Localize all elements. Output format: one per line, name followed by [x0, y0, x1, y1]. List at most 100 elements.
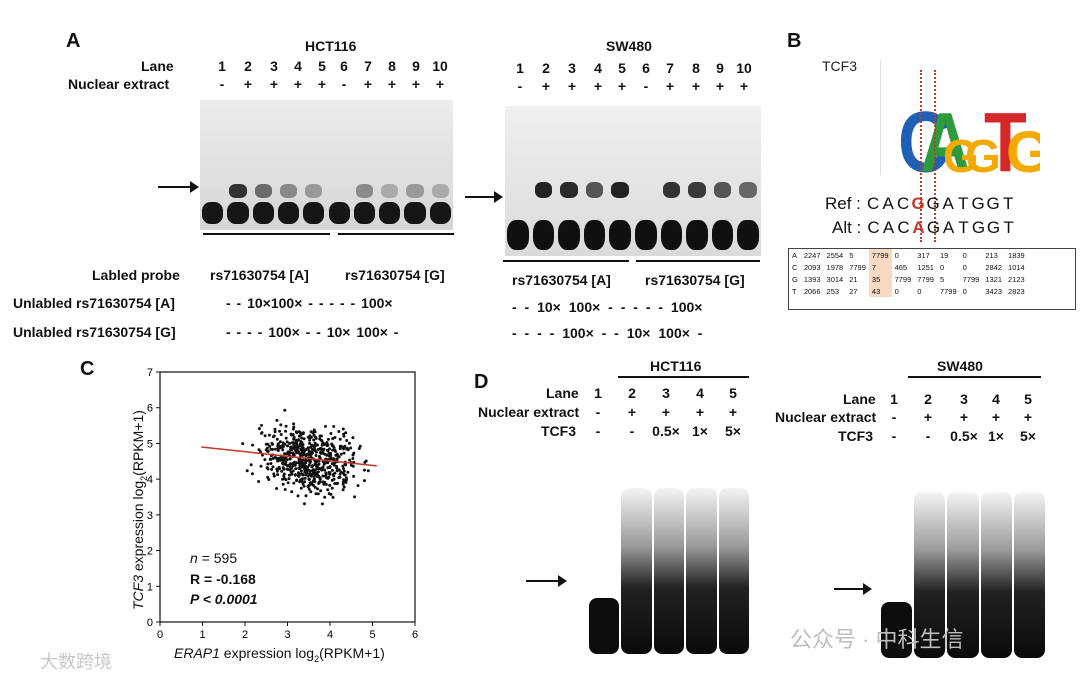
- free-probe-band: [635, 220, 657, 250]
- matrix-cell: 27: [849, 286, 858, 296]
- sequence-base: C: [897, 194, 910, 213]
- free-probe-band: [686, 220, 708, 250]
- scatter-point: [341, 482, 345, 486]
- lane-number: 7: [666, 60, 674, 76]
- sequence-base: A: [882, 194, 894, 213]
- panel-d-right-lane-label: Lane: [843, 391, 876, 407]
- free-probe-band: [202, 202, 224, 224]
- scatter-point: [329, 432, 333, 435]
- shifted-band: [534, 182, 553, 198]
- lane-number: 2: [244, 58, 252, 74]
- panel-d-hct116-gel: [588, 448, 750, 658]
- scatter-point: [342, 478, 346, 482]
- y-tick-label: 6: [147, 403, 153, 415]
- panel-c-x-end: (RPKM+1): [319, 645, 385, 661]
- scatter-point: [341, 488, 345, 492]
- scatter-point: [342, 434, 346, 438]
- scatter-point: [312, 433, 316, 437]
- nuclear-sign: +: [567, 78, 577, 94]
- scatter-point: [321, 465, 325, 469]
- gel-lane: [980, 492, 1012, 658]
- scatter-point: [314, 454, 318, 457]
- scatter-point: [291, 453, 295, 456]
- scatter-point: [315, 473, 319, 477]
- scatter-point: [312, 483, 315, 487]
- scatter-point: [286, 467, 290, 471]
- logo-letter-g2: G: [965, 130, 1001, 182]
- tcf3-amount: 5×: [1020, 428, 1036, 444]
- scatter-point: [273, 447, 277, 451]
- scatter-point: [301, 453, 305, 457]
- scatter-point: [330, 444, 334, 448]
- scatter-point: [351, 464, 355, 468]
- scatter-point: [316, 443, 319, 447]
- scatter-point: [283, 452, 286, 456]
- scatter-point: [324, 424, 327, 428]
- panel-d-sw480-title: SW480: [937, 358, 983, 374]
- sequence-base: G: [971, 194, 985, 213]
- scatter-point: [333, 471, 337, 475]
- gel-lane: [686, 488, 717, 654]
- scatter-point: [310, 444, 314, 448]
- lane-number: 6: [642, 60, 650, 76]
- watermark-left: 大数跨境: [40, 652, 112, 672]
- scatter-point: [310, 451, 314, 455]
- scatter-point: [301, 473, 305, 477]
- scatter-point: [275, 437, 279, 441]
- scatter-point: [304, 448, 308, 452]
- scatter-point: [320, 468, 324, 472]
- panel-a-right-probe-g-bar: [636, 260, 760, 262]
- scatter-point: [332, 425, 336, 428]
- matrix-cell: 1014: [1008, 262, 1025, 272]
- logo-letter-g3: G: [1006, 120, 1040, 185]
- scatter-point: [278, 440, 282, 444]
- lane-number: 1: [890, 391, 898, 407]
- shifted-band: [611, 182, 629, 198]
- panel-d-hct116-title: HCT116: [650, 358, 702, 374]
- sequence-base: C: [897, 218, 910, 237]
- matrix-cell: 1393: [803, 274, 821, 284]
- scatter-point: [250, 472, 254, 476]
- scatter-point: [344, 480, 348, 484]
- scatter-point: [322, 443, 326, 446]
- panel-b-variant-line-left: [920, 70, 922, 242]
- scatter-point: [307, 487, 311, 491]
- scatter-point: [321, 474, 325, 478]
- panel-a-right-arrowhead: [494, 191, 503, 203]
- scatter-point: [312, 477, 316, 481]
- scatter-point: [332, 477, 336, 481]
- scatter-point: [316, 467, 320, 470]
- scatter-point: [308, 436, 312, 440]
- matrix-cell: T: [792, 286, 797, 296]
- scatter-point: [335, 469, 339, 473]
- scatter-point: [288, 441, 292, 445]
- scatter-point: [308, 438, 312, 442]
- scatter-point: [343, 473, 347, 477]
- scatter-point: [298, 457, 302, 461]
- scatter-point: [303, 480, 307, 484]
- nuclear-sign: -: [891, 409, 897, 425]
- scatter-point: [343, 462, 347, 466]
- scatter-point: [260, 423, 263, 427]
- scatter-point: [309, 490, 313, 494]
- scatter-point: [307, 463, 311, 467]
- scatter-point: [302, 437, 306, 441]
- panel-c-x-rest: expression log: [219, 645, 315, 661]
- panel-a-left-probe-g: rs71630754 [G]: [345, 267, 445, 283]
- scatter-point: [300, 436, 304, 440]
- scatter-point: [306, 484, 310, 488]
- panel-c-x-axis-label: ERAP1 expression log2(RPKM+1): [174, 645, 385, 664]
- lane-number: 9: [716, 60, 724, 76]
- shifted-band: [739, 182, 757, 198]
- scatter-point: [263, 458, 267, 462]
- free-probe-band: [227, 202, 249, 224]
- scatter-point: [327, 492, 331, 496]
- nuclear-sign: +: [435, 76, 445, 92]
- scatter-point: [322, 447, 326, 451]
- matrix-cell: 43: [868, 285, 892, 297]
- panel-a-lane-label: Lane: [141, 58, 174, 74]
- matrix-cell: 2093: [803, 262, 821, 272]
- scatter-point: [308, 441, 312, 445]
- scatter-point: [281, 459, 285, 463]
